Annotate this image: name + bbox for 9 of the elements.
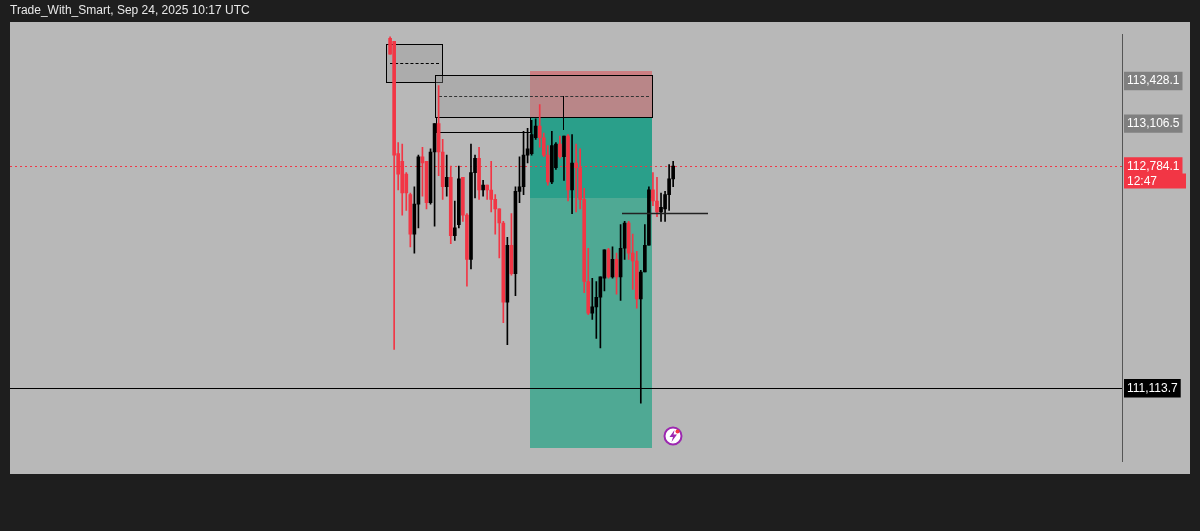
chart-title: Trade_With_Smart, Sep 24, 2025 10:17 UTC (10, 3, 250, 17)
candlestick (659, 192, 663, 222)
text: 12:47 (1127, 173, 1158, 188)
y-tick-label: 111,113.7 (1127, 380, 1179, 395)
candlestick (444, 154, 449, 197)
candlestick (574, 143, 578, 213)
y-tick-label: 113,106.5 (1127, 115, 1180, 130)
y-tick-label: 112,784.1 (1127, 158, 1180, 173)
y-tick-label: 113,428.1 (1127, 73, 1180, 88)
